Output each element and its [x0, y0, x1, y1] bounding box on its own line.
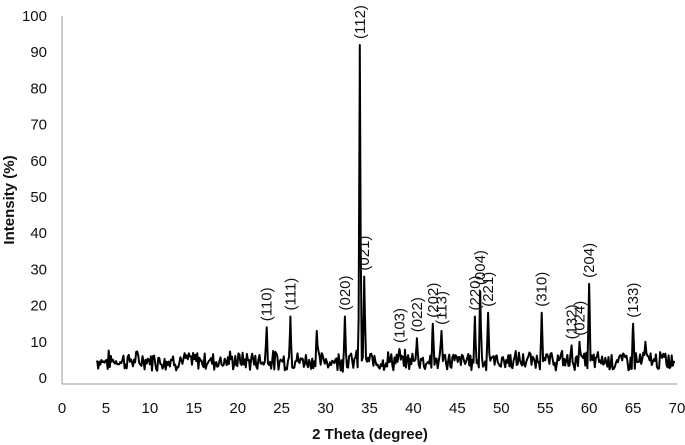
- y-tick-label: 60: [30, 153, 47, 170]
- peak-labels: (110) (111) (020) (112) (021) (103) (022)(202)…: [259, 5, 642, 343]
- y-tick-label: 50: [30, 189, 47, 206]
- peak-label: (004): [472, 250, 489, 285]
- x-axis-title: 2 Theta (degree): [312, 426, 428, 443]
- x-tick-label: 5: [102, 400, 110, 417]
- x-tick-label: 30: [317, 400, 334, 417]
- y-tick-labels: 0 10 20 30 40 50 60 70 80 90 100: [22, 8, 47, 387]
- xrd-pattern-line: [96, 44, 675, 373]
- x-tick-label: 20: [229, 400, 246, 417]
- x-tick-label: 15: [185, 400, 202, 417]
- y-tick-label: 70: [30, 117, 47, 134]
- peak-label: (110): [259, 287, 276, 321]
- x-tick-label: 55: [537, 400, 554, 417]
- peak-label: (024): [572, 301, 589, 336]
- y-tick-label: 20: [30, 298, 47, 315]
- peak-label: (133): [625, 283, 642, 318]
- peak-label: (204): [581, 243, 598, 278]
- x-tick-label: 40: [405, 400, 422, 417]
- x-tick-label: 35: [361, 400, 378, 417]
- peak-label: (310): [534, 272, 551, 307]
- y-tick-label: 80: [30, 80, 47, 97]
- x-tick-label: 50: [493, 400, 510, 417]
- x-tick-label: 45: [449, 400, 466, 417]
- x-tick-label: 10: [142, 400, 159, 417]
- x-tick-label: 65: [625, 400, 642, 417]
- x-tick-label: 0: [58, 400, 66, 417]
- peak-label: (220): [467, 275, 484, 310]
- y-tick-label: 30: [30, 261, 47, 278]
- peak-label: (103): [391, 308, 408, 343]
- peak-label: (111): [282, 278, 299, 311]
- x-tick-label: 60: [581, 400, 598, 417]
- y-tick-label: 40: [30, 225, 47, 242]
- peak-label: (113): [434, 291, 451, 325]
- y-tick-label: 10: [30, 334, 47, 351]
- peak-label: (112): [352, 5, 369, 39]
- x-tick-label: 25: [273, 400, 290, 417]
- peak-label: (221): [480, 272, 497, 307]
- x-tick-labels: 0 5 10 15 20 25 30 35 40 45 50 55 60 65 70: [58, 400, 685, 417]
- peak-label: (132): [564, 304, 581, 339]
- peak-label: (021): [356, 236, 373, 271]
- peak-label: (020): [337, 275, 354, 310]
- peak-label: (202): [425, 283, 442, 318]
- x-tick-label: 70: [669, 400, 685, 417]
- peak-label: (022): [409, 297, 426, 332]
- y-axis-title: Intensity (%): [1, 155, 18, 244]
- y-tick-label: 90: [30, 44, 47, 61]
- y-tick-label: 100: [22, 8, 47, 25]
- y-tick-label: 0: [39, 370, 47, 387]
